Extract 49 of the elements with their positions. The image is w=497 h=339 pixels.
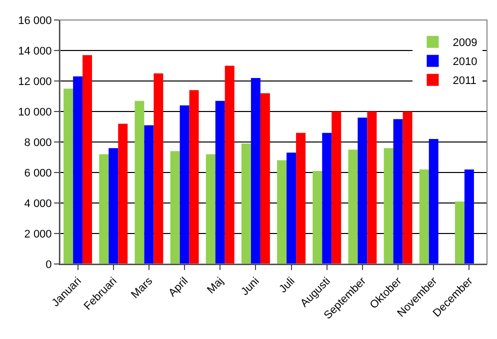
legend-label: 2010 xyxy=(452,56,478,68)
bar xyxy=(260,93,270,264)
bar xyxy=(454,201,464,264)
bar xyxy=(286,152,296,264)
bar xyxy=(464,169,474,264)
bar xyxy=(82,55,92,264)
y-tick-label: 14 000 xyxy=(18,45,52,58)
y-tick-label: 2 000 xyxy=(24,228,52,240)
legend-label: 2011 xyxy=(452,75,476,88)
x-tick-label: Juni xyxy=(238,275,262,298)
legend-label: 2009 xyxy=(452,37,478,50)
x-tick-label: Juli xyxy=(277,275,298,296)
bar xyxy=(180,105,190,264)
bar xyxy=(206,154,216,264)
bar xyxy=(134,100,144,264)
bar xyxy=(224,66,234,264)
bar xyxy=(144,125,154,264)
bar xyxy=(428,138,438,264)
y-tick-label: 16 000 xyxy=(18,14,52,27)
bar xyxy=(108,148,118,264)
x-tick-label: Maj xyxy=(205,275,226,296)
bar xyxy=(99,154,109,264)
y-tick-label: 4 000 xyxy=(24,198,52,210)
y-tick-label: 0 xyxy=(46,258,52,271)
bar xyxy=(118,124,128,264)
bar xyxy=(312,170,322,264)
bar xyxy=(189,90,199,264)
y-tick-label: 10 000 xyxy=(18,106,52,118)
y-tick-label: 6 000 xyxy=(24,167,52,180)
bar xyxy=(384,148,394,264)
bar xyxy=(241,144,251,264)
bar xyxy=(393,119,403,264)
bar xyxy=(215,100,225,264)
bar xyxy=(64,88,74,264)
bar xyxy=(402,112,412,264)
bar xyxy=(154,73,164,264)
bar xyxy=(250,78,260,264)
bar xyxy=(358,118,368,264)
bar xyxy=(332,112,342,264)
bar xyxy=(170,151,180,264)
bar xyxy=(322,132,332,264)
bar xyxy=(296,132,306,264)
y-tick-label: 8 000 xyxy=(24,136,52,149)
bar xyxy=(73,76,83,264)
bar xyxy=(419,169,429,264)
bar xyxy=(348,150,358,264)
bar xyxy=(277,160,287,264)
bar xyxy=(367,112,377,264)
y-tick-label: 12 000 xyxy=(18,76,52,88)
